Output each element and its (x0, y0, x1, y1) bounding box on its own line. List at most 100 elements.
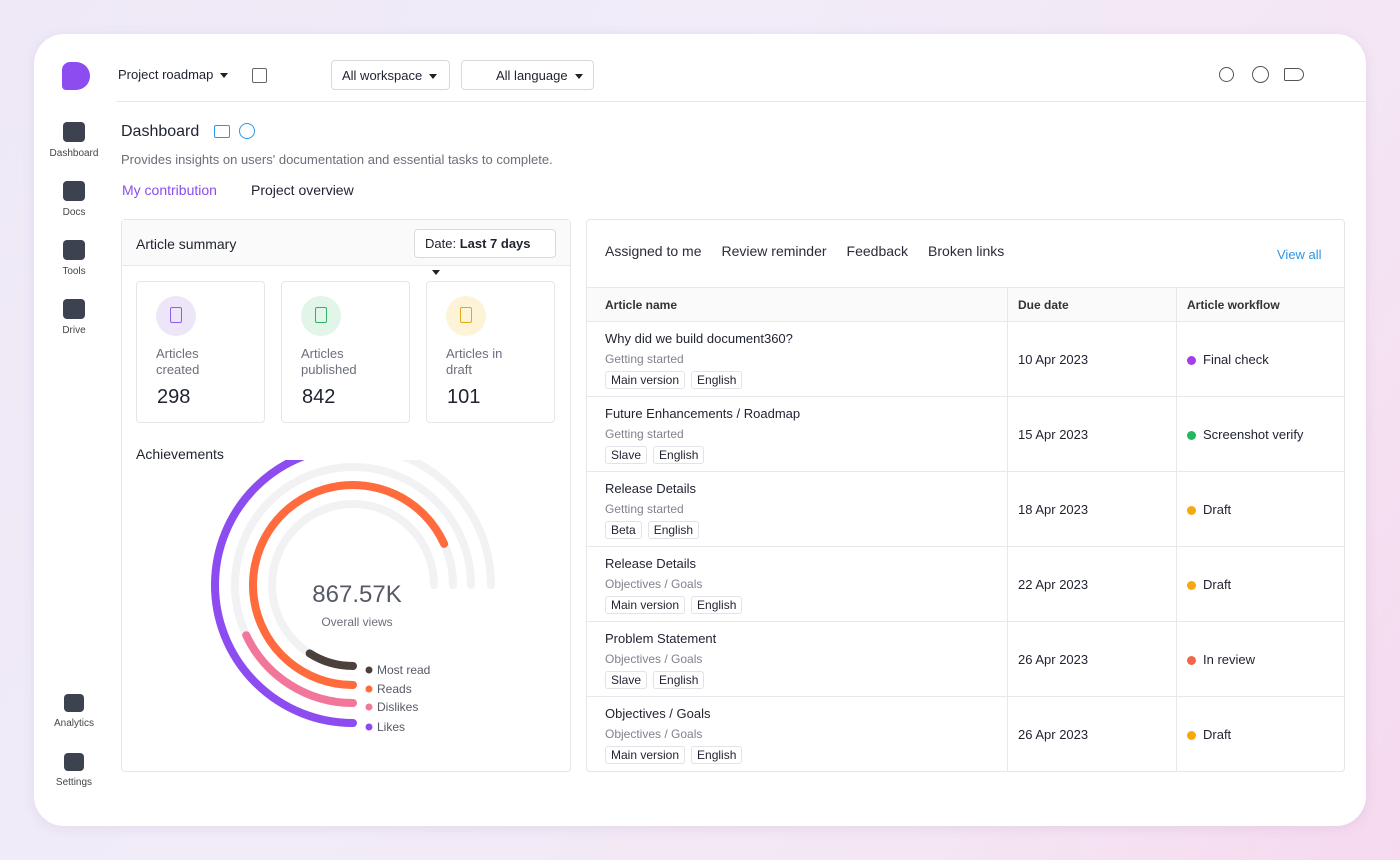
ring-arc (211, 460, 357, 727)
legend-dot (365, 685, 373, 693)
nav-item[interactable]: Docs (34, 181, 114, 218)
status-dot (1187, 431, 1196, 440)
view-all-link[interactable]: View all (1277, 247, 1322, 262)
stat-icon (446, 296, 486, 336)
stat-icon (301, 296, 341, 336)
tag: English (691, 371, 743, 389)
workspace-dropdown[interactable]: All workspace (331, 60, 450, 90)
workflow-status: Final check (1187, 352, 1269, 367)
tag: Beta (605, 521, 642, 539)
table-row[interactable]: Release Details Objectives / Goals Main ve… (587, 546, 1344, 621)
nav-label: Docs (62, 207, 86, 218)
tag: Main version (605, 746, 686, 764)
legend-label: Dislikes (377, 700, 418, 714)
panel-tab[interactable]: Assigned to me (605, 243, 702, 259)
stat-card: Articles created 298 (136, 281, 265, 423)
stat-label: Articles created (156, 346, 200, 377)
nav-icon (63, 181, 85, 201)
ring-arc (305, 649, 357, 670)
tab-active[interactable]: My contribution (122, 182, 217, 198)
language-dropdown[interactable]: All language (461, 60, 594, 90)
status-dot (1187, 356, 1196, 365)
article-category: Objectives / Goals (605, 577, 703, 591)
article-category: Getting started (605, 427, 684, 441)
stat-glyph (315, 307, 327, 323)
due-date: 26 Apr 2023 (1018, 727, 1089, 742)
ring-arc (249, 481, 449, 689)
status-label: Final check (1203, 352, 1269, 367)
nav-item[interactable]: Analytics (34, 694, 114, 729)
due-date: 26 Apr 2023 (1018, 652, 1089, 667)
search-icon[interactable] (1219, 67, 1234, 82)
table-row[interactable]: Release Details Getting started Beta Englis… (587, 471, 1344, 546)
panel-tab[interactable]: Broken links (928, 243, 1005, 259)
page-title: Dashboard (121, 123, 200, 140)
article-summary-panel: Article summary Date: Last 7 days Achiev… (121, 219, 571, 772)
nav-icon (64, 694, 84, 712)
tag: Main version (605, 371, 686, 389)
ring-track (268, 500, 438, 670)
table-header (587, 287, 1344, 322)
stat-value: 298 (157, 386, 191, 408)
status-dot (1187, 581, 1196, 590)
tag: Main version (605, 596, 686, 614)
total-views-label: Overall views (321, 615, 392, 629)
tag: English (691, 746, 743, 764)
project-selector[interactable]: Project roadmap (118, 67, 229, 82)
stat-label: Articles in draft (446, 346, 503, 377)
status-label: Draft (1203, 727, 1232, 742)
help-icon[interactable] (1252, 66, 1269, 83)
due-date: 18 Apr 2023 (1018, 502, 1089, 517)
article-category: Objectives / Goals (605, 652, 703, 666)
nav-item[interactable]: Dashboard (34, 122, 114, 159)
nav-icon (63, 122, 85, 142)
table-row[interactable]: Problem Statement Objectives / Goals Slave… (587, 621, 1344, 696)
table-row[interactable]: Future Enhancements / Roadmap Getting sta… (587, 396, 1344, 471)
workflow-status: Draft (1187, 502, 1231, 517)
tag-list: Slave English (605, 671, 705, 689)
column-header: Due date (1018, 298, 1069, 312)
workflow-status: Screenshot verify (1187, 427, 1303, 442)
due-date: 22 Apr 2023 (1018, 577, 1089, 592)
announcement-icon[interactable] (1284, 68, 1304, 81)
open-link-icon[interactable] (252, 68, 267, 83)
nav-icon (63, 240, 85, 260)
nav-item[interactable]: Drive (34, 299, 114, 336)
legend-label: Likes (377, 720, 405, 734)
article-title: Why did we build document360? (605, 331, 793, 346)
panel-tab[interactable]: Review reminder (721, 243, 827, 259)
nav-icon (64, 753, 84, 771)
tab[interactable]: Project overview (251, 182, 354, 198)
workflow-status: Draft (1187, 727, 1231, 742)
stat-icon (156, 296, 196, 336)
workflow-status: Draft (1187, 577, 1231, 592)
workflow-status: In review (1187, 652, 1255, 667)
page-description: Provides insights on users' documentatio… (121, 152, 553, 167)
language-label: All language (496, 68, 568, 83)
tag-list: Beta English (605, 521, 700, 539)
article-title: Objectives / Goals (605, 706, 711, 721)
video-icon[interactable] (239, 123, 255, 139)
status-dot (1187, 506, 1196, 515)
legend-dot (365, 666, 373, 674)
stat-value: 101 (447, 386, 481, 408)
status-dot (1187, 731, 1196, 740)
tag: Slave (605, 671, 648, 689)
column-divider (1176, 287, 1177, 771)
panel-tab[interactable]: Feedback (846, 243, 909, 259)
tag-list: Main version English (605, 746, 743, 764)
article-title: Release Details (605, 481, 697, 496)
table-row[interactable]: Why did we build document360? Getting sta… (587, 321, 1344, 396)
table-row[interactable]: Objectives / Goals Objectives / Goals Main… (587, 696, 1344, 771)
date-value: Last 7 days (459, 236, 531, 251)
project-name: Project roadmap (118, 67, 214, 82)
tag: Slave (605, 446, 648, 464)
stat-glyph (170, 307, 182, 323)
nav-item[interactable]: Settings (34, 753, 114, 788)
date-dropdown[interactable]: Date: Last 7 days (414, 229, 556, 276)
docs-icon[interactable] (214, 125, 230, 138)
date-label: Date: (425, 236, 457, 251)
ring-arc (242, 631, 357, 707)
panel-title: Article summary (136, 236, 237, 252)
nav-item[interactable]: Tools (34, 240, 114, 277)
